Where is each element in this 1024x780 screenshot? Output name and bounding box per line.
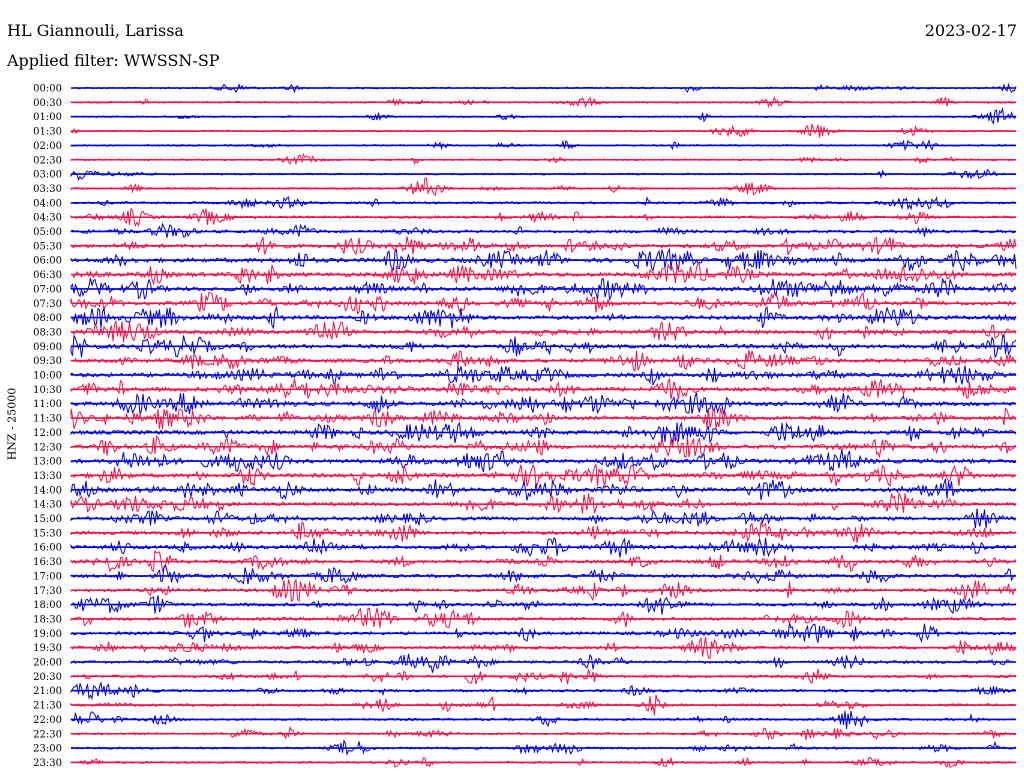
time-tick-label: 20:30: [33, 672, 62, 683]
time-tick-label: 16:00: [33, 543, 62, 554]
time-tick-label: 03:30: [33, 184, 62, 195]
seismic-trace: [70, 508, 1017, 529]
time-tick-label: 00:30: [33, 98, 62, 109]
time-tick-label: 14:00: [33, 485, 62, 496]
time-tick-label: 06:00: [33, 256, 62, 267]
time-tick-label: 20:00: [33, 658, 62, 669]
time-tick-label: 14:30: [33, 500, 62, 511]
time-tick-label: 05:00: [33, 227, 62, 238]
seismic-trace: [70, 177, 1017, 197]
time-tick-label: 17:00: [33, 571, 62, 582]
time-tick-label: 18:00: [33, 600, 62, 611]
time-tick-label: 04:00: [33, 198, 62, 209]
time-tick-label: 10:00: [33, 371, 62, 382]
time-tick-label: 17:30: [33, 586, 62, 597]
time-tick-label: 13:30: [33, 471, 62, 482]
seismic-trace: [70, 521, 1017, 543]
time-tick-label: 23:30: [33, 758, 62, 769]
seismic-trace: [70, 305, 1017, 330]
time-tick-label: 04:30: [33, 213, 62, 224]
time-tick-label: 23:00: [33, 744, 62, 755]
time-tick-label: 10:30: [33, 385, 62, 396]
time-tick-label: 21:00: [33, 686, 62, 697]
time-tick-label: 19:30: [33, 643, 62, 654]
time-tick-label: 01:00: [33, 112, 62, 123]
filter-label: Applied filter: WWSSN-SP: [7, 51, 220, 70]
time-tick-label: 08:00: [33, 313, 62, 324]
seismic-trace: [70, 463, 1017, 487]
seismic-trace: [70, 333, 1017, 359]
seismic-trace: [70, 653, 1017, 673]
date-label: 2023-02-17: [924, 21, 1017, 40]
seismic-trace: [70, 607, 1016, 630]
time-tick-label: 01:30: [33, 127, 62, 138]
time-tick-label: 12:30: [33, 442, 62, 453]
time-tick-label: 08:30: [33, 327, 62, 338]
time-tick-label: 00:00: [33, 84, 62, 95]
time-tick-label: 06:30: [33, 270, 62, 281]
time-tick-label: 19:00: [33, 629, 62, 640]
time-tick-label: 12:00: [33, 428, 62, 439]
seismic-trace: [70, 450, 1017, 473]
time-tick-label: 22:30: [33, 729, 62, 740]
time-tick-label: 05:30: [33, 241, 62, 252]
time-tick-label: 11:00: [33, 399, 62, 410]
time-tick-label: 03:00: [33, 170, 62, 181]
time-tick-label: 11:30: [33, 414, 62, 425]
station-title: HL Giannouli, Larissa: [7, 21, 184, 40]
time-tick-label: 18:30: [33, 614, 62, 625]
time-tick-label: 15:30: [33, 528, 62, 539]
time-tick-label: 02:30: [33, 155, 62, 166]
time-tick-label: 07:00: [33, 284, 62, 295]
time-tick-label: 16:30: [33, 557, 62, 568]
time-tick-label: 15:00: [33, 514, 62, 525]
time-tick-label: 13:00: [33, 457, 62, 468]
seismic-trace: [70, 564, 1017, 585]
time-tick-label: 21:30: [33, 701, 62, 712]
time-tick-label: 02:00: [33, 141, 62, 152]
time-tick-label: 07:30: [33, 299, 62, 310]
time-tick-label: 09:30: [33, 356, 62, 367]
time-tick-label: 22:00: [33, 715, 62, 726]
time-tick-label: 09:00: [33, 342, 62, 353]
seismic-trace: [70, 478, 1017, 501]
